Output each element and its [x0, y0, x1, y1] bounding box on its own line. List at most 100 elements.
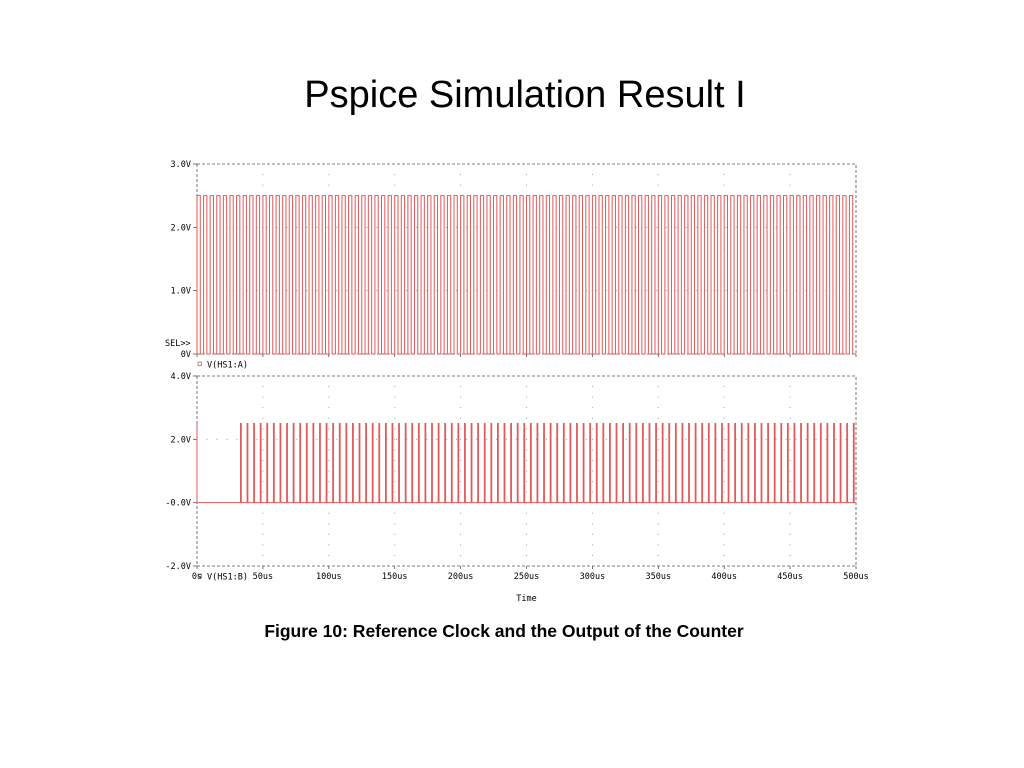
grid-dot — [394, 449, 396, 451]
grid-dot — [526, 491, 527, 493]
x-tick-label: 250us — [514, 572, 540, 582]
grid-dot — [591, 481, 593, 483]
grid-dot — [394, 533, 396, 535]
grid-dot — [655, 290, 657, 292]
grid-dot — [394, 396, 396, 398]
grid-dot — [526, 459, 527, 461]
grid-dot — [675, 290, 677, 292]
grid-dot — [789, 523, 791, 525]
grid-dot — [328, 554, 330, 556]
grid-dot — [506, 438, 508, 440]
legend-label: V(HS1:A) — [207, 361, 248, 371]
grid-dot — [789, 533, 791, 535]
grid-dot — [460, 174, 462, 176]
grid-dot — [657, 554, 659, 556]
grid-dot — [416, 290, 418, 292]
grid-dot — [526, 386, 527, 388]
grid-dot — [328, 481, 330, 483]
grid-dot — [723, 428, 725, 430]
grid-dot — [296, 226, 298, 228]
grid-dot — [725, 438, 727, 440]
x-tick-label: 200us — [448, 572, 474, 582]
grid-dot — [460, 396, 462, 398]
waveform-V(HS1:B) — [196, 423, 856, 504]
grid-dot — [460, 438, 462, 440]
grid-dot — [789, 396, 791, 398]
grid-dot — [460, 554, 462, 556]
grid-dot — [306, 226, 308, 228]
grid-dot — [406, 290, 408, 292]
grid-dot — [262, 512, 264, 514]
x-tick-label: 0s — [192, 572, 202, 582]
grid-dot — [460, 428, 462, 430]
grid-dot — [262, 417, 264, 419]
grid-dot — [723, 459, 725, 461]
grid-dot — [789, 386, 791, 388]
grid-dot — [685, 290, 687, 292]
grid-dot — [262, 449, 264, 451]
grid-dot — [262, 184, 264, 186]
x-tick-label: 100us — [316, 572, 342, 582]
legend-label: V(HS1:B) — [207, 573, 248, 583]
grid-dot — [657, 491, 659, 493]
grid-dot — [394, 407, 396, 409]
grid-dot — [585, 438, 587, 440]
x-tick-label: 350us — [646, 572, 672, 582]
y-tick-label: 2.0V — [171, 223, 191, 233]
grid-dot — [591, 533, 593, 535]
grid-dot — [394, 459, 396, 461]
grid-dot — [328, 417, 330, 419]
grid-dot — [723, 481, 725, 483]
grid-dot — [789, 512, 791, 514]
y-tick-label: 3.0V — [171, 160, 191, 170]
grid-dot — [591, 544, 593, 546]
grid-dot — [262, 386, 264, 388]
sel-marker: SEL>> — [165, 339, 191, 349]
slide-title: Pspice Simulation Result I — [304, 74, 746, 116]
figure-caption: Figure 10: Reference Clock and the Outpu… — [264, 621, 744, 641]
grid-dot — [775, 290, 777, 292]
grid-dot — [336, 226, 338, 228]
grid-dot — [426, 226, 428, 228]
grid-dot — [526, 174, 527, 176]
grid-dot — [496, 438, 498, 440]
grid-dot — [526, 544, 527, 546]
grid-dot — [456, 438, 458, 440]
y-tick-label: 0V — [181, 350, 191, 360]
grid-dot — [394, 174, 396, 176]
chart-panel-2: -2.0V -0.0V 2.0V 4.0V V(HS1:B) — [165, 372, 857, 583]
x-tick-label: 300us — [580, 572, 606, 582]
grid-dot — [328, 544, 330, 546]
grid-dot — [262, 470, 264, 472]
grid-dot — [789, 184, 791, 186]
x-tick-label: 500us — [843, 572, 869, 582]
grid-dot — [705, 438, 707, 440]
grid-dot — [516, 438, 518, 440]
y-tick-label: -0.0V — [165, 499, 191, 509]
grid-dot — [460, 407, 462, 409]
grid-dot — [306, 290, 308, 292]
grid-dot — [657, 174, 659, 176]
grid-dot — [356, 290, 358, 292]
grid-dot — [356, 226, 358, 228]
grid-dot — [328, 533, 330, 535]
grid-dot — [476, 438, 478, 440]
grid-dot — [416, 226, 418, 228]
grid-dot — [591, 386, 593, 388]
grid-dot — [765, 438, 767, 440]
grid-dot — [789, 407, 791, 409]
grid-dot — [789, 470, 791, 472]
grid-dot — [262, 533, 264, 535]
grid-dot — [657, 428, 659, 430]
grid-dot — [328, 396, 330, 398]
grid-dot — [426, 438, 428, 440]
legend-marker — [197, 361, 202, 366]
grid-dot — [657, 512, 659, 514]
grid-dot — [591, 449, 593, 451]
grid-dot — [723, 386, 725, 388]
grid-dot — [526, 470, 527, 472]
grid-dot — [386, 290, 388, 292]
grid-dot — [416, 438, 418, 440]
grid-dot — [725, 226, 727, 228]
grid-dot — [789, 491, 791, 493]
